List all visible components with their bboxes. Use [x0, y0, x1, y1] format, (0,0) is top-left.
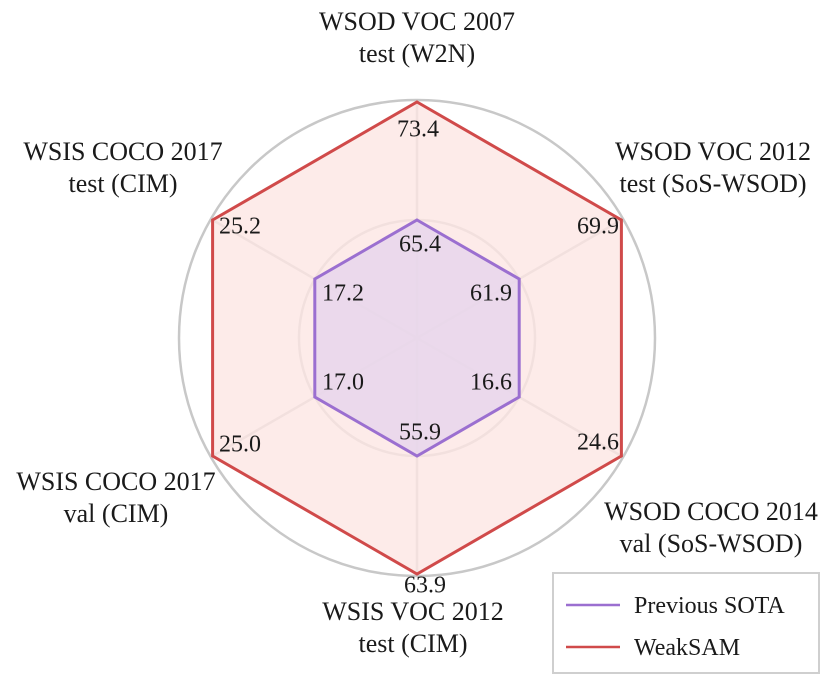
axis-label-line: WSIS VOC 2012: [322, 597, 504, 626]
value-label: 17.0: [322, 370, 364, 396]
axis-label-line: WSOD VOC 2007: [319, 7, 515, 36]
value-labels: 65.4 61.9 16.6 55.9 17.0 17.2 73.4 69.9 24.6 63.9…: [219, 117, 619, 599]
value-label: 17.2: [322, 281, 364, 307]
series-layer: [211, 100, 623, 576]
value-label: 16.6: [470, 370, 512, 396]
value-label: 55.9: [399, 420, 441, 446]
axis-label: WSOD VOC 2007 test (W2N): [319, 7, 515, 68]
axis-label-line: test (CIM): [68, 169, 177, 198]
legend-label-previous-sota: Previous SOTA: [634, 593, 785, 619]
value-label: 25.2: [219, 214, 261, 240]
value-label: 63.9: [404, 573, 446, 599]
axis-label-line: WSIS COCO 2017: [23, 137, 222, 166]
axis-label-line: WSOD COCO 2014: [604, 497, 818, 526]
axis-label-line: test (CIM): [358, 629, 467, 658]
value-label: 69.9: [577, 214, 619, 240]
axis-label: WSIS COCO 2017 test (CIM): [23, 137, 222, 198]
axis-label-line: WSOD VOC 2012: [615, 137, 811, 166]
value-label: 73.4: [397, 117, 439, 143]
legend-frame: [552, 572, 820, 674]
value-label: 24.6: [577, 430, 619, 456]
axis-label: WSOD COCO 2014 val (SoS-WSOD): [604, 497, 818, 558]
axis-label: WSIS COCO 2017 val (CIM): [16, 467, 215, 528]
value-label: 65.4: [399, 232, 441, 258]
axis-label-line: test (W2N): [359, 39, 475, 68]
value-label: 25.0: [219, 432, 261, 458]
axis-label-line: test (SoS-WSOD): [619, 169, 806, 198]
legend: Previous SOTA WeakSAM: [552, 572, 820, 674]
series-polygon-previous-sota: [313, 218, 521, 458]
axis-label: WSOD VOC 2012 test (SoS-WSOD): [615, 137, 811, 198]
axis-label-line: val (SoS-WSOD): [620, 529, 803, 558]
legend-label-weaksam: WeakSAM: [634, 635, 740, 661]
axis-labels: WSOD VOC 2007 test (W2N) WSOD VOC 2012 test…: [16, 7, 818, 658]
axis-label-line: WSIS COCO 2017: [16, 467, 215, 496]
axis-label: WSIS VOC 2012 test (CIM): [322, 597, 504, 658]
value-label: 61.9: [470, 281, 512, 307]
axis-label-line: val (CIM): [64, 499, 169, 528]
